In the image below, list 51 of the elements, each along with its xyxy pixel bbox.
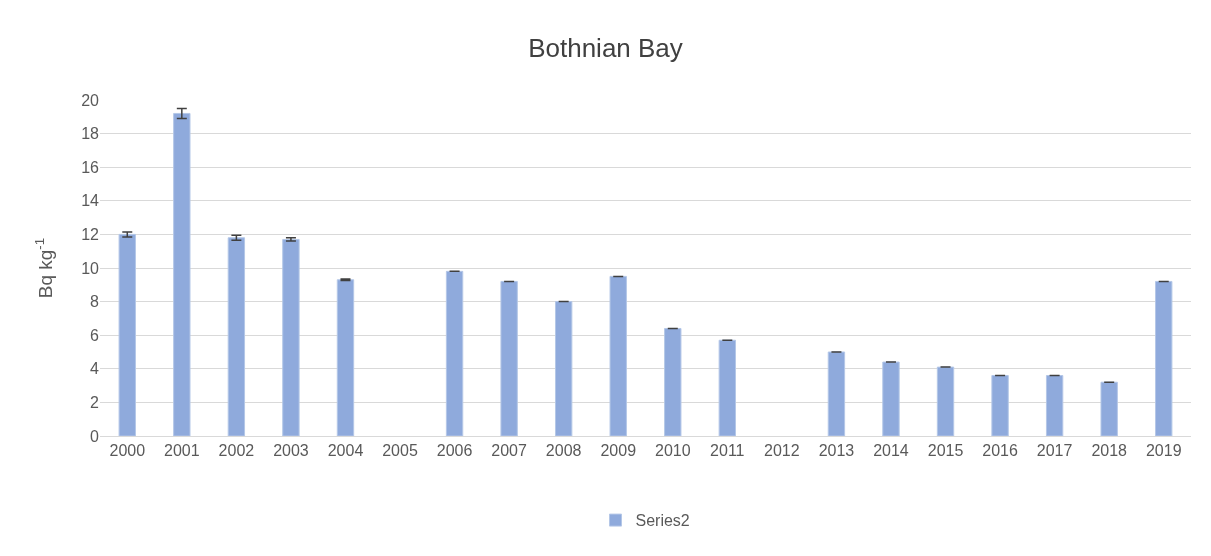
- bar: [336, 279, 355, 436]
- y-tick-label: 0: [90, 427, 100, 445]
- y-tick-label: 2: [90, 394, 100, 411]
- y-tick-label: 12: [81, 226, 100, 243]
- x-tick-label: 2014: [873, 442, 909, 460]
- bar: [664, 327, 682, 436]
- bar: [936, 366, 955, 436]
- y-tick-label: 8: [90, 293, 100, 311]
- x-tick-label: 2003: [273, 442, 309, 460]
- x-tick-label: 2009: [600, 442, 637, 460]
- chart-title: Bothnian Bay: [528, 33, 683, 64]
- y-tick-label: 4: [90, 360, 100, 378]
- bar: [445, 270, 464, 436]
- bar: [882, 361, 900, 436]
- x-tick-label: 2008: [545, 442, 582, 460]
- x-tick-label: 2007: [491, 442, 528, 460]
- y-tick-label: 10: [81, 259, 100, 277]
- y-tick-label: 6: [90, 326, 100, 344]
- bar: [118, 233, 136, 436]
- bar: [1100, 381, 1118, 436]
- y-tick-label: 16: [81, 158, 100, 176]
- x-tick-label: 2018: [1091, 442, 1128, 460]
- x-tick-label: 2011: [710, 442, 745, 460]
- x-tick-label: 2005: [382, 442, 418, 460]
- x-tick-label: 2000: [109, 442, 146, 460]
- x-tick-label: 2017: [1036, 442, 1073, 460]
- y-tick-label: 20: [81, 91, 100, 109]
- bar: [827, 351, 846, 436]
- x-tick-label: 2002: [218, 442, 255, 460]
- x-tick-label: 2001: [164, 442, 200, 460]
- x-tick-label: 2010: [654, 442, 691, 460]
- x-tick-label: 2004: [327, 442, 364, 460]
- y-tick-label: 18: [81, 125, 100, 143]
- bar: [173, 112, 191, 436]
- bar: [991, 375, 1009, 436]
- x-tick-label: 2015: [927, 442, 964, 460]
- bar: [227, 237, 246, 436]
- bar: [554, 301, 573, 436]
- y-tick-label: 14: [81, 192, 100, 210]
- x-tick-label: 2012: [764, 442, 800, 460]
- x-tick-label: 2019: [1145, 442, 1182, 460]
- bar: [1155, 280, 1173, 436]
- bar: [718, 339, 737, 436]
- bar: [500, 280, 518, 436]
- legend-label: Series2: [635, 512, 690, 530]
- bar: [609, 275, 627, 436]
- bar: [1045, 375, 1064, 436]
- x-tick-label: 2013: [818, 442, 855, 460]
- bar: [282, 238, 300, 436]
- x-tick-label: 2006: [436, 442, 473, 460]
- x-tick-label: 2016: [982, 442, 1018, 460]
